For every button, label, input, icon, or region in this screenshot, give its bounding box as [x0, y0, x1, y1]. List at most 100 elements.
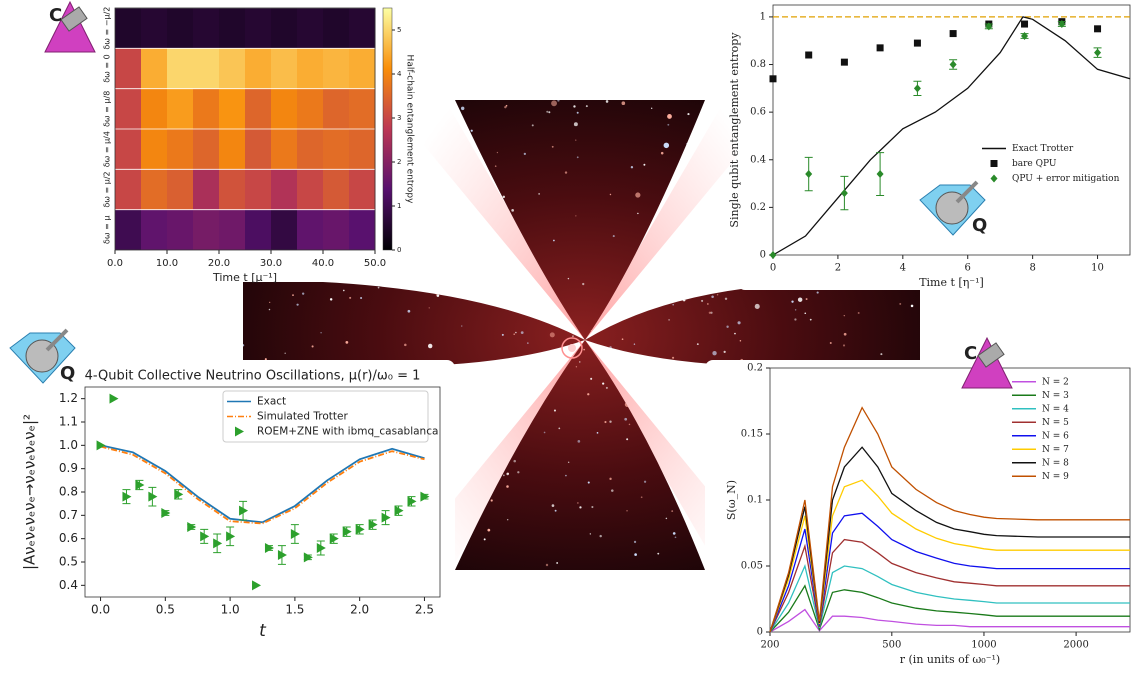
heatmap-cell	[141, 210, 168, 250]
star	[662, 395, 664, 397]
legend-label: N = 9	[1042, 472, 1069, 482]
star	[574, 122, 578, 126]
colorbar	[383, 8, 392, 250]
star	[709, 312, 711, 314]
star	[707, 303, 709, 305]
y-tick-label: 0.9	[59, 461, 78, 475]
star	[448, 246, 451, 249]
star	[697, 343, 699, 345]
star	[686, 143, 688, 145]
legend-swatch	[991, 160, 998, 167]
y-tick-label: 0.7	[59, 508, 78, 522]
heatmap-cell	[323, 48, 350, 88]
star	[691, 386, 694, 389]
legend-label: N = 8	[1042, 458, 1069, 468]
legend-label: Simulated Trotter	[257, 411, 348, 423]
row-label: δω = μ/2	[103, 171, 112, 207]
star	[550, 332, 555, 337]
heatmap-cell	[349, 129, 376, 169]
star	[487, 529, 490, 532]
colorbar-tick-label: 4	[397, 70, 402, 78]
star	[795, 309, 796, 310]
heatmap-cell	[271, 210, 298, 250]
star	[653, 377, 656, 380]
star	[572, 335, 574, 337]
y-tick-label: 1	[760, 11, 766, 22]
heatmap-cell	[323, 169, 350, 209]
star	[639, 372, 641, 374]
star	[548, 111, 550, 113]
star	[804, 312, 806, 314]
heatmap-cell	[349, 48, 376, 88]
star	[899, 303, 901, 305]
y-axis-label: Single qubit entanglement entropy	[728, 32, 741, 228]
star	[429, 307, 430, 308]
star	[644, 481, 646, 483]
y-tick-label: 1.0	[59, 438, 78, 452]
x-tick-label: 40.0	[312, 258, 334, 269]
star	[637, 213, 638, 214]
star	[638, 306, 640, 308]
badge-letter: C	[49, 5, 62, 26]
y-tick-label: 0.4	[59, 578, 78, 592]
y-tick-label: 1.1	[59, 415, 78, 429]
star	[740, 340, 742, 342]
star	[573, 105, 575, 107]
heatmap-cell	[167, 48, 194, 88]
star	[440, 237, 442, 239]
star	[296, 304, 298, 306]
heatmap-cell	[245, 129, 272, 169]
star	[554, 409, 556, 411]
star	[611, 489, 614, 492]
heatmap-cell	[219, 210, 246, 250]
row-label: δω = −μ/2	[103, 7, 112, 50]
figure: 0.010.020.030.040.050.0Time t [μ⁻¹]δω = …	[0, 0, 1135, 676]
star	[461, 482, 462, 483]
star	[478, 425, 479, 426]
star	[626, 438, 628, 440]
star	[667, 114, 672, 119]
star	[667, 124, 669, 126]
star	[292, 294, 294, 296]
star	[844, 315, 845, 316]
panel	[737, 0, 1135, 290]
x-tick-label: 1.5	[285, 603, 304, 617]
legend-label: N = 2	[1042, 377, 1069, 387]
x-tick-label: 0.5	[156, 603, 175, 617]
star	[643, 290, 645, 292]
star	[711, 225, 713, 227]
star	[712, 351, 716, 355]
heatmap-cell	[167, 8, 194, 48]
star	[556, 562, 558, 564]
star	[503, 475, 505, 477]
x-tick-label: 10	[1091, 263, 1104, 274]
x-tick-label: 2000	[1063, 640, 1088, 651]
star	[668, 319, 669, 320]
heatmap-cell	[323, 129, 350, 169]
star	[428, 344, 432, 348]
star	[546, 111, 548, 113]
heatmap-cell	[167, 210, 194, 250]
y-tick-label: 1.2	[59, 391, 78, 405]
star	[418, 203, 419, 204]
star	[565, 475, 567, 477]
page: {"badges": ["C", "Q", "Q", "C"], "chart_…	[0, 0, 1135, 676]
star	[663, 377, 664, 378]
star	[726, 326, 728, 328]
star	[755, 304, 760, 309]
heatmap-cell	[271, 8, 298, 48]
marker	[877, 44, 884, 51]
star	[521, 331, 524, 334]
marker	[805, 52, 812, 59]
x-tick-label: 2.5	[415, 603, 434, 617]
star	[672, 357, 674, 359]
star	[606, 387, 608, 389]
star	[587, 393, 589, 395]
star	[659, 398, 661, 400]
star	[515, 332, 517, 334]
badge-letter: Q	[60, 363, 75, 384]
star	[579, 506, 581, 508]
x-tick-label: 0	[770, 263, 776, 274]
x-axis-label: Time t [η⁻¹]	[919, 276, 984, 289]
star	[461, 325, 462, 326]
